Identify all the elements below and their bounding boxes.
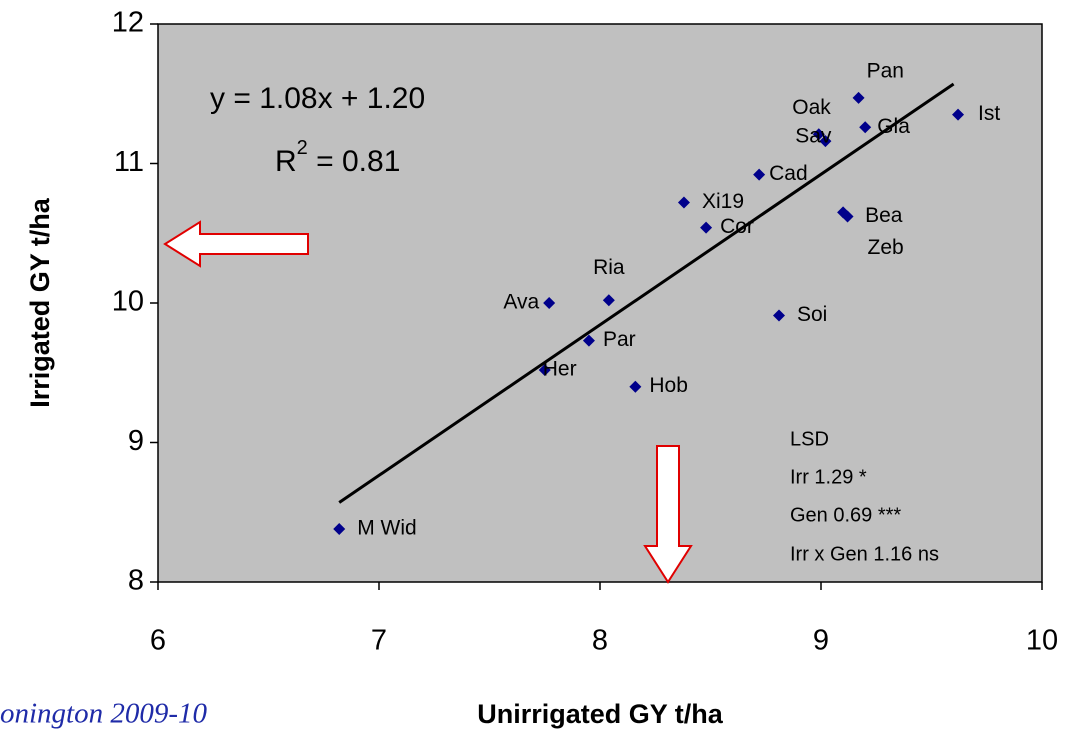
arrow-down (643, 445, 693, 584)
lsd-title: LSD (790, 428, 829, 450)
point-label: M Wid (357, 517, 417, 540)
point-label: Sav (795, 125, 832, 148)
point-label: Zeb (868, 236, 904, 259)
y-tick-label: 10 (112, 286, 144, 318)
point-label: Hob (649, 374, 688, 397)
x-tick-label: 8 (592, 625, 608, 657)
x-tick-label: 7 (371, 625, 387, 657)
point-label: Ist (978, 102, 1000, 125)
lsd-irr: Irr 1.29 * (790, 466, 867, 488)
x-axis-title: Unirrigated GY t/ha (477, 699, 724, 729)
lsd-gen: Gen 0.69 *** (790, 504, 901, 526)
point (543, 297, 556, 309)
point (700, 221, 713, 234)
point-label: Oak (792, 96, 831, 119)
point (952, 108, 965, 121)
point (538, 363, 551, 376)
y-axis-title: Irrigated GY t/ha (25, 197, 55, 408)
trendline (338, 82, 955, 504)
y-tick-label: 12 (112, 7, 144, 39)
point-label: Cad (769, 162, 808, 185)
point-label: Pan (867, 59, 904, 82)
point (582, 334, 595, 347)
point (629, 380, 642, 393)
point (812, 128, 825, 141)
point-label: Cor (720, 215, 754, 238)
point-label: Gla (877, 115, 910, 138)
point (333, 522, 346, 535)
point (677, 196, 690, 209)
point (841, 210, 854, 223)
x-tick-label: 10 (1026, 625, 1058, 657)
point (852, 91, 865, 104)
lsd-interaction: Irr x Gen 1.16 ns (790, 543, 939, 565)
y-tick-label: 11 (114, 146, 144, 178)
y-tick-label: 9 (128, 425, 144, 457)
arrow-left (163, 220, 309, 268)
point (602, 294, 615, 307)
point-label: Ava (503, 291, 539, 314)
x-tick-label: 6 (150, 625, 166, 657)
plot-area (157, 23, 1043, 583)
equation: y = 1.08x + 1.20 (210, 82, 425, 115)
point (753, 168, 766, 181)
point-label: Her (543, 358, 577, 381)
point-label: Xi19 (702, 190, 744, 213)
y-tick-label: 8 (128, 565, 144, 597)
point-label: Par (603, 328, 636, 351)
x-tick-label: 9 (813, 625, 829, 657)
point-label: Soi (797, 303, 827, 326)
r-squared: R2 = 0.81 (275, 137, 400, 178)
point-label: Ria (593, 256, 625, 279)
point (859, 121, 872, 134)
footer: onington 2009-10 (0, 698, 208, 730)
point (819, 135, 832, 148)
point (773, 309, 786, 322)
point-label: Bea (865, 204, 903, 227)
